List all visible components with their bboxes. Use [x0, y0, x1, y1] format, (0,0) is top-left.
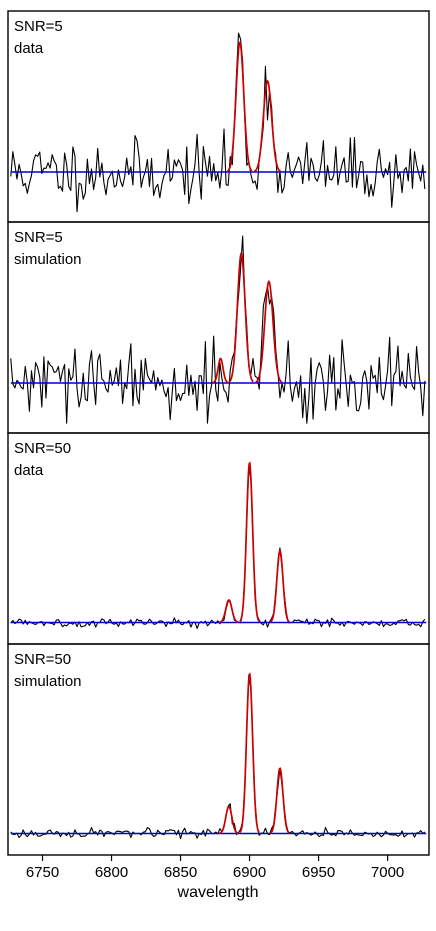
line-fit-2 — [228, 252, 254, 383]
panel-snr-label: SNR=5 — [14, 229, 63, 246]
line-fit-1 — [218, 805, 239, 835]
line-fit-1 — [226, 41, 253, 172]
panel-kind-label: data — [14, 40, 44, 57]
panel-kind-label: simulation — [14, 673, 82, 690]
x-tick-label: 6900 — [233, 864, 266, 881]
line-fit-2 — [239, 672, 260, 834]
data-trace — [10, 465, 426, 629]
panel-frame — [7, 643, 430, 856]
x-tick-label: 6750 — [26, 864, 59, 881]
panel-4: SNR=50 simulation — [7, 643, 430, 856]
panel-snr-label: SNR=50 — [14, 651, 71, 668]
x-tick-label: 6800 — [95, 864, 128, 881]
line-fit-2 — [239, 461, 260, 623]
line-fit-3 — [255, 279, 283, 384]
panel-3: SNR=50 data — [7, 432, 430, 645]
panel-2: SNR=5 simulation — [7, 221, 430, 434]
x-tick-label: 7000 — [371, 864, 404, 881]
x-axis: 6750 6800 6850 6900 6950 7000 — [26, 855, 404, 881]
panel-snr-label: SNR=5 — [14, 18, 63, 35]
line-fit-3 — [269, 767, 290, 834]
data-trace — [10, 32, 426, 213]
panel-kind-label: simulation — [14, 251, 82, 268]
panel-1: SNR=5 data — [7, 10, 430, 223]
panel-kind-label: data — [14, 462, 44, 479]
line-fit-1 — [212, 357, 229, 384]
panels-group: SNR=5dataSNR=5simulationSNR=50dataSNR=50… — [7, 10, 430, 856]
x-axis-label: wavelength — [177, 884, 259, 901]
panel-frame — [7, 432, 430, 645]
data-trace — [10, 674, 426, 840]
x-tick-label: 6950 — [302, 864, 335, 881]
data-trace — [10, 235, 426, 424]
line-fit-2 — [253, 79, 282, 173]
line-fit-1 — [218, 599, 239, 624]
panel-snr-label: SNR=50 — [14, 440, 71, 457]
line-fit-3 — [269, 549, 290, 623]
x-tick-label: 6850 — [164, 864, 197, 881]
